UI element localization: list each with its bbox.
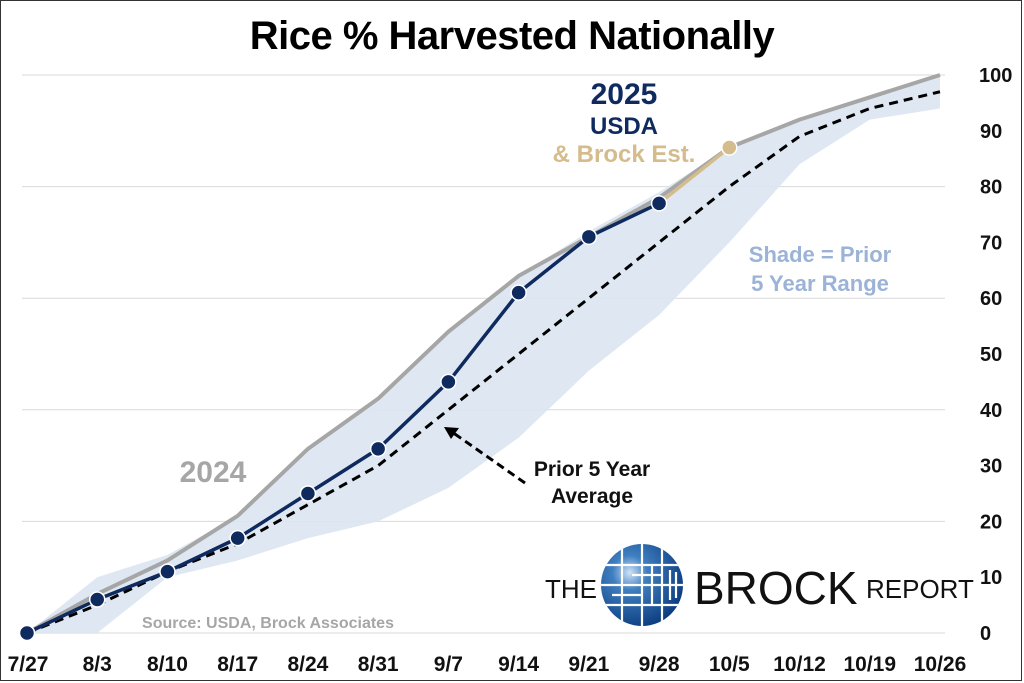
y-tick-0: 0 [980,623,991,645]
point-2025-9/14 [510,284,527,301]
logo-brock: BROCK [694,562,858,614]
y-tick-50: 50 [980,344,1002,366]
y-tick-60: 60 [980,288,1002,310]
range-band [27,75,940,633]
x-tick-10-5: 10/5 [709,653,750,676]
x-tick-7-27: 7/27 [8,653,49,676]
series-line-2024 [26,73,941,635]
x-tick-10-19: 10/19 [843,653,896,676]
x-tick-10-26: 10/26 [914,653,967,676]
x-tick-8-10: 8/10 [147,653,188,676]
range-band-area [27,75,940,633]
point-2025-8/10 [159,563,176,580]
label-2025-usda: USDA [590,113,658,140]
y-tick-100: 100 [979,65,1012,87]
x-tick-9-7: 9/7 [434,653,463,676]
shade-label-line2: 5 Year Range [751,271,889,296]
point-2025-8/17 [229,529,246,547]
logo-report: REPORT [866,574,974,604]
logo-the: THE [545,574,597,604]
source-note: Source: USDA, Brock Associates [142,615,394,632]
x-tick-9-21: 9/21 [568,653,609,676]
x-tick-8-17: 8/17 [217,653,258,676]
point-2025-8/24 [299,485,317,502]
point-2025-8/31 [369,440,387,458]
chart-title: Rice % Harvested Nationally [249,14,775,58]
y-tick-20: 20 [980,511,1002,533]
gridlines [22,74,945,634]
label-brock-est: & Brock Est. [553,141,696,168]
avg-label-line2: Average [551,485,633,508]
x-tick-9-28: 9/28 [639,653,680,676]
y-tick-80: 80 [980,177,1002,199]
y-tick-30: 30 [980,456,1002,478]
brock-report-logo: THE BROC [545,544,974,626]
avg-label-line1: Prior 5 Year [534,458,650,481]
y-tick-10: 10 [980,567,1002,589]
x-tick-9-14: 9/14 [498,653,539,676]
series-lines [26,73,941,635]
series-points [18,139,738,642]
point-2025-9/28 [650,195,668,212]
shade-label-line1: Shade = Prior [749,242,892,267]
y-tick-70: 70 [980,232,1002,254]
avg-arrow-line [451,430,526,485]
y-tick-90: 90 [980,121,1002,143]
label-2024: 2024 [180,456,247,489]
x-tick-8-31: 8/31 [358,653,399,676]
series-line-brock-est [657,146,731,205]
globe-icon [601,544,683,626]
avg-arrow-head-icon [444,427,459,439]
series-line-2025-usda [26,201,660,635]
y-axis-ticks: 0 10 20 30 40 50 60 70 80 90 100 [979,65,1012,645]
x-tick-8-3: 8/3 [83,653,112,676]
y-tick-40: 40 [980,400,1002,422]
x-tick-8-24: 8/24 [287,653,328,676]
point-2025-8/3 [88,591,106,608]
label-2025-year: 2025 [591,78,658,111]
x-axis-ticks: 7/27 8/3 8/10 8/17 8/24 8/31 9/7 9/14 9/21 9/28 10… [8,653,967,676]
point-2025-9/7 [440,373,457,391]
point-brock-est-10/5 [721,139,738,156]
point-2025-7/27 [18,624,36,642]
x-tick-10-12: 10/12 [773,653,826,676]
point-2025-9/21 [580,228,598,246]
